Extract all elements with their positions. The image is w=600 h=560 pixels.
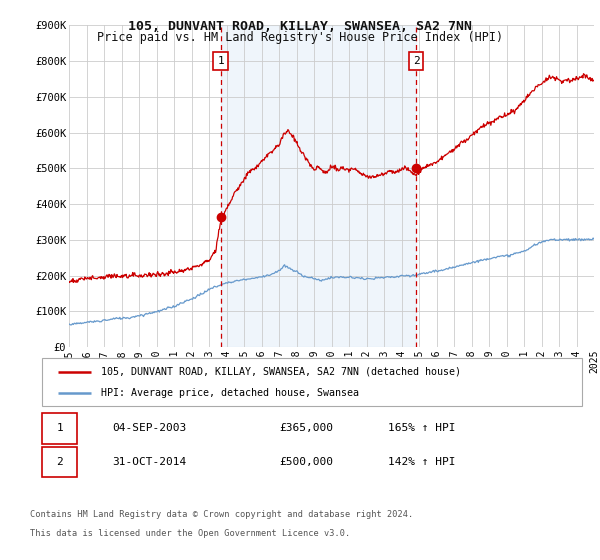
Text: 1: 1: [217, 56, 224, 66]
Text: 165% ↑ HPI: 165% ↑ HPI: [388, 423, 455, 433]
Text: 1: 1: [56, 423, 63, 433]
Text: 105, DUNVANT ROAD, KILLAY, SWANSEA, SA2 7NN (detached house): 105, DUNVANT ROAD, KILLAY, SWANSEA, SA2 …: [101, 367, 461, 377]
Text: £365,000: £365,000: [280, 423, 334, 433]
Text: 2: 2: [413, 56, 419, 66]
Text: 04-SEP-2003: 04-SEP-2003: [112, 423, 187, 433]
Text: 31-OCT-2014: 31-OCT-2014: [112, 457, 187, 467]
Text: 142% ↑ HPI: 142% ↑ HPI: [388, 457, 455, 467]
Text: Price paid vs. HM Land Registry's House Price Index (HPI): Price paid vs. HM Land Registry's House …: [97, 31, 503, 44]
Text: Contains HM Land Registry data © Crown copyright and database right 2024.: Contains HM Land Registry data © Crown c…: [30, 510, 413, 519]
FancyBboxPatch shape: [42, 413, 77, 444]
Bar: [221, 25, 416, 347]
FancyBboxPatch shape: [42, 358, 582, 406]
Text: £500,000: £500,000: [280, 457, 334, 467]
Text: HPI: Average price, detached house, Swansea: HPI: Average price, detached house, Swan…: [101, 388, 359, 398]
Text: This data is licensed under the Open Government Licence v3.0.: This data is licensed under the Open Gov…: [30, 529, 350, 538]
Text: 105, DUNVANT ROAD, KILLAY, SWANSEA, SA2 7NN: 105, DUNVANT ROAD, KILLAY, SWANSEA, SA2 …: [128, 20, 472, 32]
FancyBboxPatch shape: [42, 447, 77, 477]
Text: 2: 2: [56, 457, 63, 467]
